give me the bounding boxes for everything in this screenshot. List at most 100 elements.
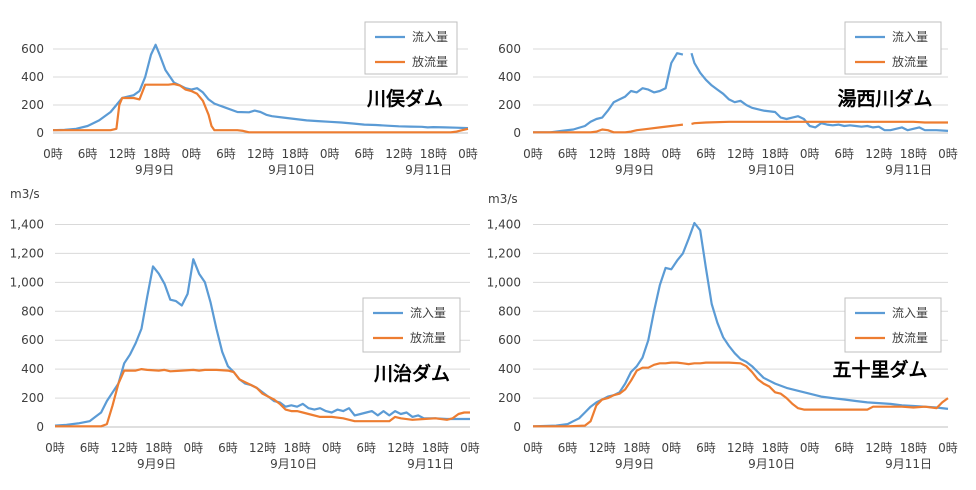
y-tick-label: 0 xyxy=(513,126,521,140)
x-tick-label: 6時 xyxy=(834,441,854,455)
x-tick-label: 6時 xyxy=(834,147,854,161)
y-tick-label: 600 xyxy=(498,333,521,347)
y-tick-label: 1,200 xyxy=(487,246,521,260)
y-axis-unit: m3/s xyxy=(10,187,40,201)
x-tick-label: 18時 xyxy=(623,147,650,161)
x-tick-label: 0時 xyxy=(460,441,480,455)
x-tick-label: 6時 xyxy=(218,441,238,455)
y-tick-label: 400 xyxy=(498,362,521,376)
y-tick-label: 1,000 xyxy=(487,275,521,289)
x-tick-label: 18時 xyxy=(761,441,788,455)
legend-label: 放流量 xyxy=(892,54,928,69)
kawamata-chart: 0 200 400 600 0時 6時 12時 18時 0時 6時 12時 18時 0時 6時 12時 18時… xyxy=(21,21,478,177)
x-tick-label: 0時 xyxy=(184,441,204,455)
x-tick-label: 12時 xyxy=(865,441,892,455)
x-tick-label: 12時 xyxy=(109,147,136,161)
x-tick-label: 12時 xyxy=(247,147,274,161)
x-tick-label: 0時 xyxy=(938,147,958,161)
y-tick-label: 1,200 xyxy=(10,246,44,260)
x-tick-label: 12時 xyxy=(865,147,892,161)
x-tick-label: 0時 xyxy=(662,147,682,161)
inflow-series-line xyxy=(533,52,949,134)
x-tick-label: 0時 xyxy=(938,441,958,455)
x-tick-label: 6時 xyxy=(696,441,716,455)
x-tick-label: 0時 xyxy=(523,441,543,455)
x-tick-label: 12時 xyxy=(249,441,276,455)
legend-box xyxy=(362,297,461,353)
x-tick-label: 18時 xyxy=(281,147,308,161)
y-axis-unit: m3/s xyxy=(488,192,518,206)
x-tick-label: 18時 xyxy=(422,441,449,455)
y-tick-label: 200 xyxy=(21,98,44,112)
outflow-series-line xyxy=(533,361,949,428)
chart-title: 湯西川ダム xyxy=(837,87,932,110)
x-tick-label: 18時 xyxy=(145,441,172,455)
y-tick-label: 200 xyxy=(21,391,44,405)
ikari-chart: 0 200 400 600 800 1,000 1,200 1,400 0時 6時 12時 18時 0時… xyxy=(487,192,958,471)
x-tick-label: 12時 xyxy=(385,147,412,161)
x-tick-label: 18時 xyxy=(900,147,927,161)
x-tick-label: 12時 xyxy=(727,441,754,455)
inflow-series-line xyxy=(532,221,949,428)
x-tick-label: 6時 xyxy=(216,147,236,161)
y-tick-label: 400 xyxy=(21,362,44,376)
x-tick-label: 0時 xyxy=(458,147,478,161)
y-tick-label: 800 xyxy=(21,304,44,318)
legend-label: 放流量 xyxy=(892,330,928,345)
date-label: 9月10日 xyxy=(270,457,317,471)
kawaji-chart: 0 200 400 600 800 1,000 1,200 1,400 0時 6時 12時 18時 0時… xyxy=(10,187,480,471)
legend-label: 流入量 xyxy=(410,306,446,320)
outflow-series-line xyxy=(53,82,469,134)
date-label: 9月11日 xyxy=(405,163,452,177)
outflow-series-line xyxy=(533,120,948,134)
legend-label: 放流量 xyxy=(410,330,446,345)
date-label: 9月9日 xyxy=(135,163,174,177)
chart-title: 川治ダム xyxy=(373,362,450,385)
x-tick-label: 6時 xyxy=(78,147,98,161)
y-tick-label: 1,400 xyxy=(10,217,44,231)
y-tick-label: 800 xyxy=(498,304,521,318)
date-label: 9月9日 xyxy=(615,457,654,471)
legend-label: 流入量 xyxy=(892,30,928,44)
date-label: 9月11日 xyxy=(885,163,932,177)
date-label: 9月10日 xyxy=(748,457,795,471)
x-tick-label: 12時 xyxy=(589,147,616,161)
y-tick-label: 1,000 xyxy=(10,275,44,289)
chart-title: 五十里ダム xyxy=(832,358,927,381)
y-tick-label: 1,400 xyxy=(487,217,521,231)
x-tick-label: 18時 xyxy=(761,147,788,161)
x-tick-label: 12時 xyxy=(589,441,616,455)
y-tick-label: 200 xyxy=(498,391,521,405)
x-tick-label: 6時 xyxy=(354,147,374,161)
y-tick-label: 0 xyxy=(513,420,521,434)
x-tick-label: 0時 xyxy=(322,441,342,455)
y-tick-label: 600 xyxy=(21,42,44,56)
legend-box xyxy=(844,297,942,353)
x-tick-label: 18時 xyxy=(900,441,927,455)
legend-label: 放流量 xyxy=(412,54,448,69)
date-label: 9月11日 xyxy=(407,457,454,471)
outflow-series-line xyxy=(55,368,470,428)
x-tick-label: 0時 xyxy=(523,147,543,161)
x-tick-label: 12時 xyxy=(727,147,754,161)
date-label: 9月9日 xyxy=(615,163,654,177)
y-tick-label: 200 xyxy=(498,98,521,112)
x-tick-label: 0時 xyxy=(43,147,63,161)
x-tick-label: 6時 xyxy=(356,441,376,455)
x-tick-label: 6時 xyxy=(80,441,100,455)
y-tick-label: 0 xyxy=(36,126,44,140)
x-tick-label: 18時 xyxy=(143,147,170,161)
x-tick-label: 0時 xyxy=(662,441,682,455)
date-label: 9月10日 xyxy=(268,163,315,177)
chart-title: 川俣ダム xyxy=(366,87,443,110)
x-tick-label: 0時 xyxy=(182,147,202,161)
legend-label: 流入量 xyxy=(892,306,928,320)
date-label: 9月9日 xyxy=(137,457,176,471)
x-tick-label: 6時 xyxy=(696,147,716,161)
legend-box xyxy=(364,21,458,75)
x-tick-label: 6時 xyxy=(558,147,578,161)
